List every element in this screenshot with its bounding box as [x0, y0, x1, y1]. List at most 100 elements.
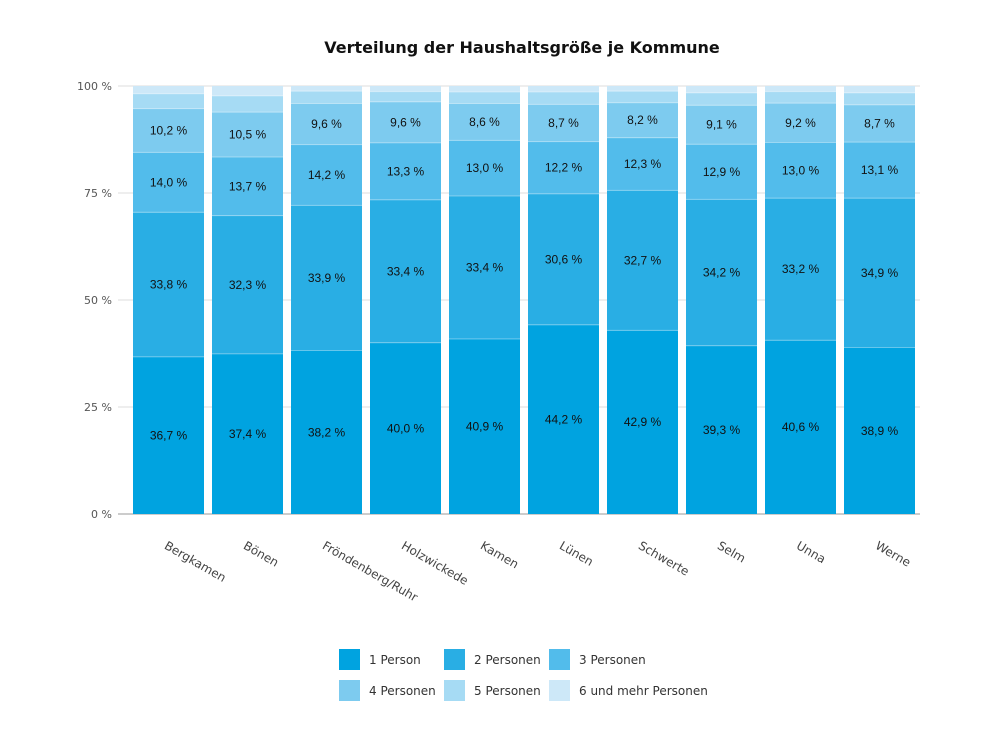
data-label: 36,7 %	[150, 428, 188, 442]
data-label: 42,9 %	[624, 415, 662, 429]
legend-swatch	[339, 680, 360, 701]
bar-segment	[291, 205, 362, 351]
bar-segment	[291, 350, 362, 514]
legend-swatch	[549, 649, 570, 670]
bar-segment	[449, 195, 520, 339]
data-label: 33,2 %	[782, 262, 820, 276]
data-label: 8,7 %	[864, 116, 895, 130]
data-label: 38,9 %	[861, 424, 899, 438]
bar-segment	[133, 86, 204, 94]
x-tick-label: Bönen	[241, 538, 281, 569]
legend-label: 1 Person	[369, 653, 421, 667]
bar-segment	[449, 86, 520, 92]
bar-segment	[686, 92, 757, 106]
x-axis: Bergkamen Bönen Fröndenberg/RuhrHolzwicked…	[162, 538, 913, 604]
bar-segment	[844, 198, 915, 348]
bar-segment	[133, 356, 204, 514]
x-tick-label: Unna	[794, 538, 828, 566]
y-tick-label: 50 %	[84, 294, 112, 307]
legend-label: 6 und mehr Personen	[579, 684, 708, 698]
bar-segment	[370, 101, 441, 143]
data-label: 33,4 %	[466, 260, 504, 274]
bar-segment	[528, 193, 599, 325]
bar-segment	[765, 86, 836, 92]
bar-segment	[765, 340, 836, 514]
data-label: 33,8 %	[150, 278, 188, 292]
x-tick-label: Selm	[715, 538, 748, 565]
bar-segment	[449, 91, 520, 104]
bar-segment	[765, 103, 836, 143]
bar-segment	[212, 95, 283, 113]
bar-segment	[133, 93, 204, 109]
data-label: 8,6 %	[469, 115, 500, 129]
bar-segment	[449, 338, 520, 514]
bar-segment	[607, 102, 678, 138]
data-label: 14,2 %	[308, 168, 346, 182]
bar-segment	[844, 142, 915, 199]
legend: 1 Person 2 Personen 3 Personen 4 Personen 5 …	[339, 649, 708, 701]
legend-label: 2 Personen	[474, 653, 541, 667]
data-label: 12,2 %	[545, 161, 583, 175]
data-label: 32,7 %	[624, 253, 662, 267]
data-label: 33,9 %	[308, 271, 346, 285]
bar-segment	[528, 324, 599, 514]
bar-segment	[607, 86, 678, 92]
data-label: 32,3 %	[229, 278, 267, 292]
legend-label: 4 Personen	[369, 684, 436, 698]
bar-segment	[844, 86, 915, 93]
bar-segment	[370, 342, 441, 514]
legend-label: 5 Personen	[474, 684, 541, 698]
data-label: 37,4 %	[229, 427, 267, 441]
bar-segment	[607, 91, 678, 103]
y-tick-label: 100 %	[77, 80, 112, 93]
bar-segment	[686, 199, 757, 346]
chart-title: Verteilung der Haushaltsgröße je Kommune	[324, 38, 720, 57]
data-label: 13,7 %	[229, 179, 267, 193]
bar-segment	[291, 144, 362, 206]
data-label: 8,2 %	[627, 113, 658, 127]
legend-swatch	[549, 680, 570, 701]
bar-segment	[607, 137, 678, 191]
bar-segment	[291, 86, 362, 92]
bar-segment	[686, 105, 757, 145]
data-label: 9,1 %	[706, 118, 737, 132]
legend-swatch	[444, 649, 465, 670]
data-label: 33,4 %	[387, 264, 425, 278]
data-label: 9,2 %	[785, 116, 816, 130]
bar-segment	[291, 91, 362, 104]
x-tick-label: Schwerte	[636, 538, 692, 578]
bar-segment	[528, 104, 599, 142]
data-label: 12,9 %	[703, 165, 741, 179]
bar-segment	[370, 91, 441, 102]
bar-segment	[607, 330, 678, 514]
bars: 36,7 % 33,8 % 14,0 % 10,2 % 37,4 % 32,3 % 13,7…	[133, 86, 915, 514]
y-tick-label: 0 %	[91, 508, 112, 521]
bar-segment	[686, 345, 757, 514]
bar-segment	[765, 91, 836, 104]
bar-segment	[449, 103, 520, 141]
data-label: 10,2 %	[150, 124, 188, 138]
bar-segment	[133, 212, 204, 357]
bar-segment	[212, 112, 283, 158]
bar-segment	[212, 215, 283, 354]
bar-segment	[765, 198, 836, 341]
bar-segment	[844, 347, 915, 514]
bar-segment	[133, 108, 204, 153]
x-tick-label: Lünen	[557, 538, 596, 568]
data-label: 8,7 %	[548, 116, 579, 130]
data-label: 40,6 %	[782, 420, 820, 434]
data-label: 13,0 %	[466, 161, 504, 175]
bar-segment	[528, 86, 599, 92]
data-label: 9,6 %	[311, 117, 342, 131]
x-tick-label: Bergkamen	[162, 538, 229, 584]
bar-segment	[449, 140, 520, 196]
bar-segment	[212, 86, 283, 96]
bar-segment	[370, 86, 441, 92]
data-label: 12,3 %	[624, 157, 662, 171]
bar-segment	[291, 103, 362, 145]
x-tick-label: Holzwickede	[399, 538, 471, 587]
bar-segment	[212, 353, 283, 514]
bar-segment	[686, 86, 757, 93]
x-tick-label: Werne	[873, 538, 913, 569]
